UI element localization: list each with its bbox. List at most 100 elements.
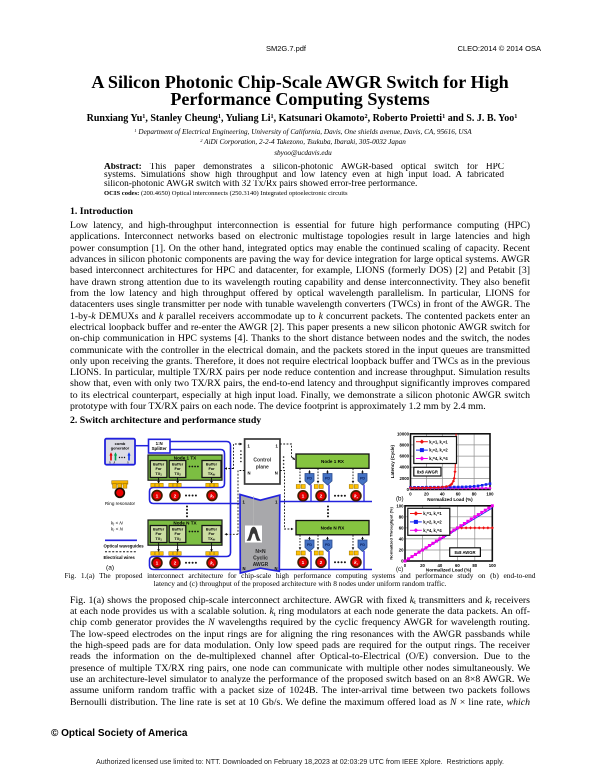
svg-text:kr < N: kr < N	[111, 527, 124, 533]
svg-text:Electrical wires: Electrical wires	[104, 555, 136, 560]
svg-text:N: N	[248, 471, 251, 476]
svg-text:TX2: TX2	[174, 472, 181, 477]
svg-text:Buffer: Buffer	[172, 462, 184, 466]
svg-text:8x8 AWGR: 8x8 AWGR	[454, 550, 475, 555]
svg-text:2: 2	[320, 494, 323, 500]
svg-text:λ: λ	[108, 461, 111, 465]
svg-text:Buffer: Buffer	[206, 462, 218, 466]
svg-text:60: 60	[456, 491, 461, 496]
svg-text:Node 1 RX: Node 1 RX	[321, 459, 345, 464]
svg-text:PD: PD	[307, 476, 312, 480]
svg-text:TX1: TX1	[155, 472, 162, 477]
svg-text:kt=1, kr=1: kt=1, kr=1	[429, 439, 448, 445]
svg-text:80: 80	[472, 563, 477, 568]
svg-text:40: 40	[399, 536, 404, 541]
svg-text:PD: PD	[360, 543, 365, 547]
svg-text:10000: 10000	[397, 431, 410, 436]
svg-text:TX2: TX2	[174, 537, 181, 542]
svg-text:80: 80	[399, 514, 404, 519]
svg-text:Buffer: Buffer	[172, 527, 184, 531]
svg-text:(a): (a)	[106, 565, 114, 572]
svg-text:Normalized Load (%): Normalized Load (%)	[427, 497, 473, 502]
svg-text:100: 100	[489, 563, 497, 568]
svg-text:Node 1 TX: Node 1 TX	[174, 456, 197, 461]
svg-text:1:N: 1:N	[156, 441, 163, 446]
svg-text:1: 1	[248, 444, 251, 449]
svg-text:kt=4, kr=4: kt=4, kr=4	[429, 456, 448, 462]
svg-text:kt=2, kr=2: kt=2, kr=2	[423, 520, 442, 526]
svg-text:N: N	[275, 471, 278, 476]
svg-text:20: 20	[420, 563, 425, 568]
svg-text:comb: comb	[115, 441, 126, 446]
svg-text:Buffer: Buffer	[153, 462, 165, 466]
svg-text:TXkt: TXkt	[208, 537, 216, 542]
svg-text:Buffer: Buffer	[153, 527, 165, 531]
svg-text:Normalized Load (%): Normalized Load (%)	[426, 568, 472, 573]
svg-text:(b): (b)	[396, 496, 404, 503]
svg-text:Latency (Cycle): Latency (Cycle)	[390, 444, 395, 478]
svg-text:N: N	[243, 566, 246, 571]
svg-text:100: 100	[486, 491, 494, 496]
svg-text:Ring resonator: Ring resonator	[105, 501, 136, 506]
svg-text:1: 1	[156, 493, 159, 499]
svg-text:PD: PD	[325, 543, 330, 547]
svg-text:20: 20	[424, 491, 429, 496]
svg-text:1: 1	[275, 500, 278, 505]
svg-text:generator: generator	[111, 446, 130, 451]
svg-text:Node N TX: Node N TX	[173, 521, 197, 526]
svg-text:1: 1	[243, 500, 246, 505]
svg-text:1: 1	[156, 561, 159, 567]
svg-text:80: 80	[472, 491, 477, 496]
svg-text:2: 2	[174, 493, 177, 499]
svg-text:20: 20	[399, 548, 404, 553]
svg-text:plane: plane	[256, 465, 269, 471]
svg-text:Node N RX: Node N RX	[321, 526, 346, 531]
svg-text:Optical waveguides: Optical waveguides	[104, 544, 145, 549]
svg-text:2000: 2000	[399, 476, 409, 481]
svg-text:N×N: N×N	[255, 549, 266, 555]
svg-text:PD: PD	[307, 543, 312, 547]
svg-text:kt=1, kr=1: kt=1, kr=1	[423, 511, 442, 517]
svg-text:100: 100	[396, 503, 404, 508]
svg-text:40: 40	[440, 491, 445, 496]
svg-text:0: 0	[407, 487, 410, 492]
svg-text:4000: 4000	[399, 465, 409, 470]
svg-text:Cyclic: Cyclic	[253, 556, 268, 562]
svg-text:λ: λ	[113, 461, 116, 465]
svg-text:Normalized Throughput (%): Normalized Throughput (%)	[389, 507, 394, 560]
svg-text:kt=2, kr=2: kt=2, kr=2	[429, 448, 448, 454]
svg-text:TX1: TX1	[155, 537, 162, 542]
svg-text:kt=4, kr=4: kt=4, kr=4	[423, 528, 442, 534]
svg-text:2: 2	[174, 561, 177, 567]
svg-text:60: 60	[455, 563, 460, 568]
svg-text:Buffer: Buffer	[206, 527, 218, 531]
svg-text:0: 0	[409, 491, 412, 496]
svg-text:PD: PD	[360, 476, 365, 480]
svg-text:kr: kr	[354, 494, 359, 500]
svg-text:6000: 6000	[399, 454, 409, 459]
svg-text:0: 0	[404, 563, 407, 568]
svg-text:0: 0	[401, 559, 404, 564]
svg-text:For: For	[156, 467, 163, 471]
svg-text:8x8 AWGR: 8x8 AWGR	[417, 469, 438, 474]
svg-text:2: 2	[320, 560, 323, 566]
svg-text:8000: 8000	[399, 442, 409, 447]
svg-text:kr: kr	[354, 560, 359, 566]
svg-text:Control: Control	[253, 458, 271, 464]
svg-text:1: 1	[275, 444, 278, 449]
svg-text:kt < N: kt < N	[111, 521, 123, 527]
svg-text:Splitter: Splitter	[152, 446, 167, 451]
svg-text:AWGR: AWGR	[253, 562, 269, 568]
svg-text:(c): (c)	[396, 566, 403, 573]
svg-text:For: For	[208, 467, 215, 471]
svg-text:TXkt: TXkt	[208, 472, 216, 477]
svg-text:N: N	[274, 566, 277, 571]
svg-text:60: 60	[399, 525, 404, 530]
svg-text:1: 1	[302, 494, 305, 500]
svg-text:PD: PD	[325, 476, 330, 480]
svg-text:For: For	[156, 532, 163, 536]
svg-text:40: 40	[438, 563, 443, 568]
svg-text:λ: λ	[126, 461, 129, 465]
svg-text:1: 1	[302, 560, 305, 566]
svg-text:For: For	[175, 532, 182, 536]
